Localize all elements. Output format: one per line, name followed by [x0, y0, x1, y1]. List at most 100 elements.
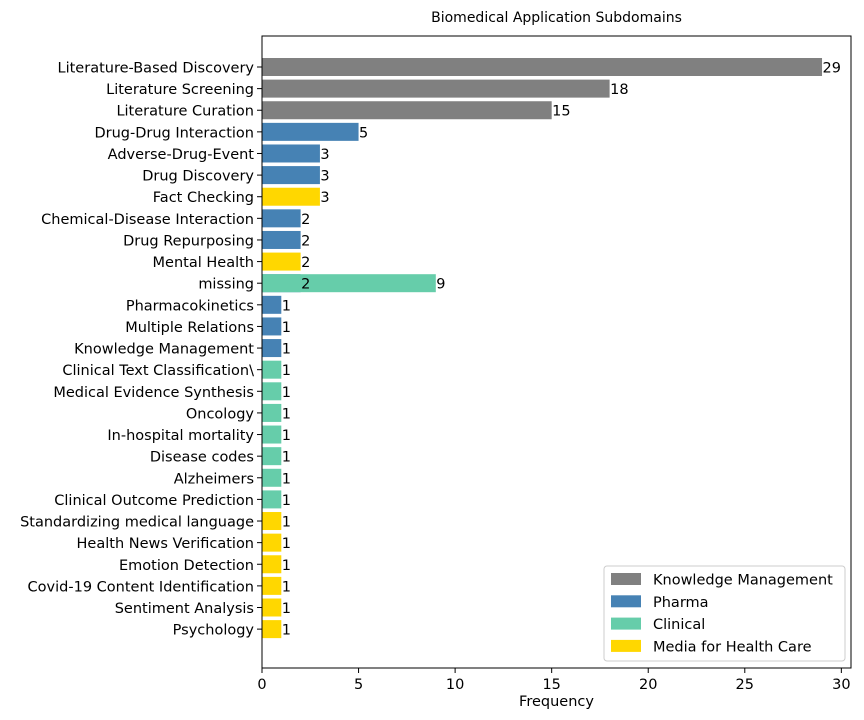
- data-label: 1: [282, 515, 291, 531]
- x-tick-label: 20: [639, 677, 657, 693]
- category-label: Oncology: [186, 406, 255, 422]
- bar: [262, 576, 282, 595]
- category-label: Psychology: [173, 623, 255, 639]
- bar: [262, 620, 282, 639]
- legend-label: Pharma: [653, 595, 709, 611]
- legend-swatch: [611, 595, 641, 608]
- x-tick-label: 25: [736, 677, 754, 693]
- category-label: Chemical-Disease Interaction: [41, 212, 254, 228]
- category-label: Adverse-Drug-Event: [108, 147, 255, 163]
- bar: [262, 555, 282, 574]
- category-label: In-hospital mortality: [107, 428, 254, 444]
- legend-label: Knowledge Management: [653, 573, 833, 589]
- bar: [262, 209, 301, 228]
- data-label: 29: [823, 61, 841, 77]
- legend-label: Media for Health Care: [653, 639, 812, 655]
- category-label: Fact Checking: [153, 190, 254, 206]
- category-label: Multiple Relations: [125, 320, 254, 336]
- data-label: 18: [610, 82, 628, 98]
- category-label: Drug Repurposing: [123, 233, 254, 249]
- category-label: Clinical Text Classification\: [62, 363, 254, 379]
- data-label: 3: [320, 147, 329, 163]
- data-label: 1: [282, 450, 291, 466]
- data-label: 1: [282, 428, 291, 444]
- category-label: Emotion Detection: [119, 558, 254, 574]
- data-label: 1: [282, 363, 291, 379]
- bar: [262, 447, 282, 466]
- bars-group: [262, 58, 823, 639]
- x-tick-label: 5: [354, 677, 363, 693]
- legend-box: [603, 565, 846, 662]
- data-label: 1: [282, 342, 291, 358]
- data-label: 1: [282, 623, 291, 639]
- bar: [262, 295, 282, 314]
- data-label: 1: [282, 601, 291, 617]
- category-label: Literature Curation: [116, 104, 254, 120]
- x-tick-label: 15: [542, 677, 560, 693]
- data-label: 15: [552, 104, 570, 120]
- bar: [262, 598, 282, 617]
- bar: [262, 339, 282, 358]
- category-label: Literature Screening: [106, 82, 254, 98]
- data-label: 2: [301, 277, 310, 293]
- category-label: Standardizing medical language: [20, 515, 254, 531]
- x-tick-label: 10: [446, 677, 464, 693]
- data-label: 1: [282, 320, 291, 336]
- category-label: Disease codes: [150, 450, 254, 466]
- legend-label: Clinical: [653, 617, 705, 633]
- bar: [262, 166, 320, 185]
- data-label: 2: [301, 255, 310, 271]
- data-label: 1: [282, 471, 291, 487]
- category-label: Drug-Drug Interaction: [94, 125, 254, 141]
- category-label: missing: [198, 277, 254, 293]
- data-label: 1: [282, 536, 291, 552]
- data-label: 3: [320, 190, 329, 206]
- bar: [262, 425, 282, 444]
- category-label: Health News Verification: [77, 536, 254, 552]
- bar: [262, 252, 301, 271]
- bar: [262, 403, 282, 422]
- legend-swatch: [611, 617, 641, 630]
- bar: [262, 512, 282, 531]
- bar: [262, 490, 282, 509]
- bar: [262, 79, 610, 98]
- x-tick-label: 30: [832, 677, 850, 693]
- data-label: 2: [301, 233, 310, 249]
- bar: [262, 468, 282, 487]
- bar: [262, 144, 320, 163]
- legend: Knowledge Management Pharma Clinical Media …: [603, 565, 846, 662]
- bar: [262, 274, 436, 293]
- category-label: Medical Evidence Synthesis: [53, 385, 254, 401]
- data-label: 9: [436, 277, 445, 293]
- category-label: Pharmacokinetics: [126, 298, 254, 314]
- bar: [262, 230, 301, 249]
- bar: [262, 101, 552, 120]
- chart-title: Biomedical Application Subdomains: [431, 10, 682, 26]
- data-label: 1: [282, 385, 291, 401]
- plot-frame: [261, 35, 852, 669]
- legend-swatch: [611, 573, 641, 585]
- bar: [262, 58, 823, 76]
- data-label: 1: [282, 579, 291, 595]
- data-label: 1: [282, 493, 291, 509]
- bar: [262, 187, 320, 206]
- x-tick-label: 0: [257, 677, 266, 693]
- legend-swatch: [611, 639, 641, 652]
- bar: [262, 122, 359, 141]
- data-label: 1: [282, 298, 291, 314]
- bar: [262, 382, 282, 401]
- category-label: Covid-19 Content Identification: [28, 579, 254, 595]
- category-label: Knowledge Management: [74, 342, 254, 358]
- bar: [262, 533, 282, 552]
- bar: [262, 317, 282, 336]
- category-label: Drug Discovery: [142, 169, 254, 185]
- category-label: Literature-Based Discovery: [58, 61, 255, 77]
- x-ticks-group: 0 5 10 15 20 25 30: [257, 668, 851, 693]
- category-labels-group: Literature-Based Discovery Literature Scr…: [20, 61, 262, 639]
- x-axis-label: Frequency: [519, 694, 594, 710]
- category-label: Clinical Outcome Prediction: [54, 493, 254, 509]
- category-label: Sentiment Analysis: [115, 601, 254, 617]
- category-label: Alzheimers: [174, 471, 254, 487]
